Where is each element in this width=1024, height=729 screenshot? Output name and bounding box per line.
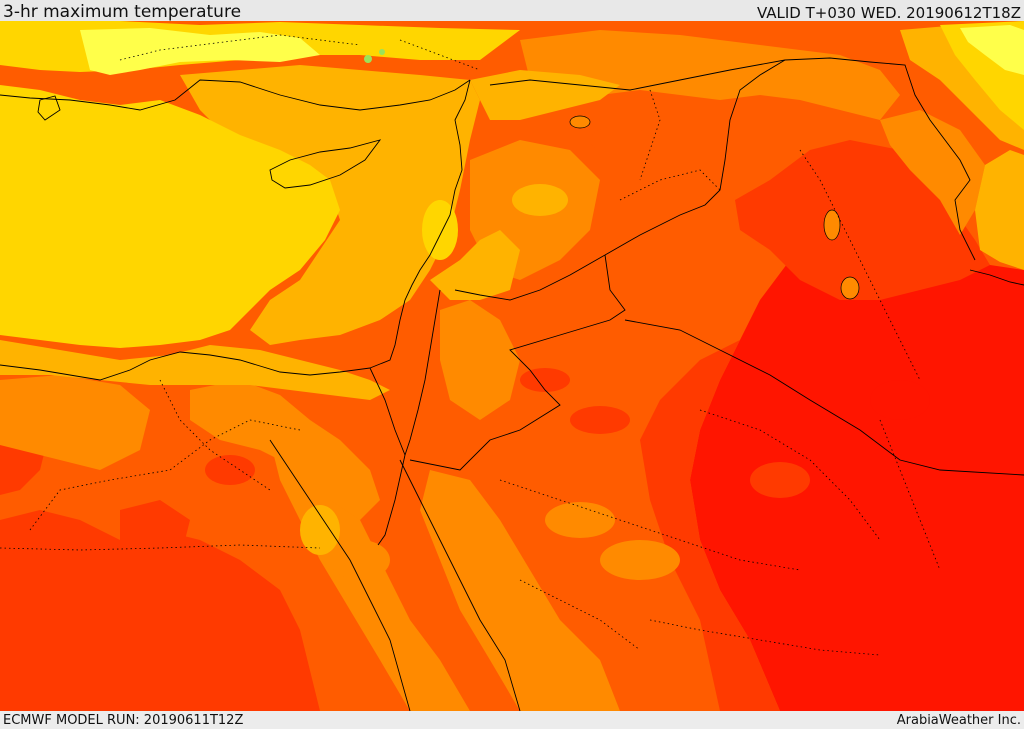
temp-patch-7 bbox=[205, 455, 255, 485]
temp-patch-10 bbox=[870, 380, 930, 420]
temp-region-gold-anatolia-coast bbox=[180, 65, 480, 345]
map-canvas bbox=[0, 21, 1024, 711]
temp-region-red-east bbox=[690, 150, 1024, 711]
credit-label: ArabiaWeather Inc. bbox=[896, 713, 1021, 728]
map-title: 3-hr maximum temperature bbox=[3, 2, 242, 22]
lake-razazza bbox=[840, 276, 860, 300]
temp-patch-2 bbox=[570, 406, 630, 434]
coastlines bbox=[0, 79, 1024, 711]
temp-region-gold-mediterranean-south bbox=[0, 340, 390, 400]
temp-region-gold-levant-coast bbox=[430, 230, 520, 300]
temp-region-orange-north bbox=[520, 30, 900, 120]
temp-patch-11 bbox=[750, 462, 810, 498]
temp-region-yellow-mediterranean bbox=[0, 85, 340, 348]
temp-region-orange-egypt-west bbox=[0, 375, 150, 470]
temp-region-pale-yellow-north bbox=[80, 28, 320, 75]
temp-region-red-sinai-south bbox=[120, 500, 190, 560]
country-borders bbox=[369, 57, 1024, 476]
model-run-label: ECMWF MODEL RUN: 20190611T12Z bbox=[3, 713, 244, 728]
lake-tharthar bbox=[823, 209, 841, 241]
temp-speck-green-2 bbox=[379, 49, 385, 55]
temp-region-red-orange-east bbox=[640, 200, 810, 711]
temp-patch-9 bbox=[512, 184, 568, 216]
lake-assad bbox=[569, 115, 591, 129]
temp-region-pale-yellow-northeast bbox=[960, 25, 1024, 75]
temp-patch-6 bbox=[300, 505, 340, 555]
header-bar: 3-hr maximum temperature VALID T+030 WED… bbox=[0, 0, 1024, 22]
temp-region-orange-levant bbox=[440, 300, 520, 420]
footer-bar: ECMWF MODEL RUN: 20190611T12Z ArabiaWeat… bbox=[0, 711, 1024, 729]
temp-region-gold-iran-east bbox=[975, 150, 1024, 270]
temp-region-red-southwest bbox=[0, 510, 320, 711]
temp-patch-3 bbox=[545, 502, 615, 538]
temp-region-orange-arabia-west bbox=[420, 470, 620, 711]
temp-speck-green bbox=[364, 55, 372, 63]
temp-region-orange-iran-west bbox=[880, 110, 985, 235]
temp-patch-12 bbox=[590, 126, 650, 154]
temp-patch-1 bbox=[520, 368, 570, 392]
temp-patch-5 bbox=[330, 540, 390, 580]
temp-region-orange-sinai bbox=[190, 380, 380, 520]
valid-time-label: VALID T+030 WED. 20190612T18Z bbox=[756, 4, 1021, 22]
temperature-map bbox=[0, 21, 1024, 711]
temp-patch-4 bbox=[600, 540, 680, 580]
temp-patch-8 bbox=[422, 200, 458, 260]
admin-boundaries bbox=[0, 34, 941, 656]
